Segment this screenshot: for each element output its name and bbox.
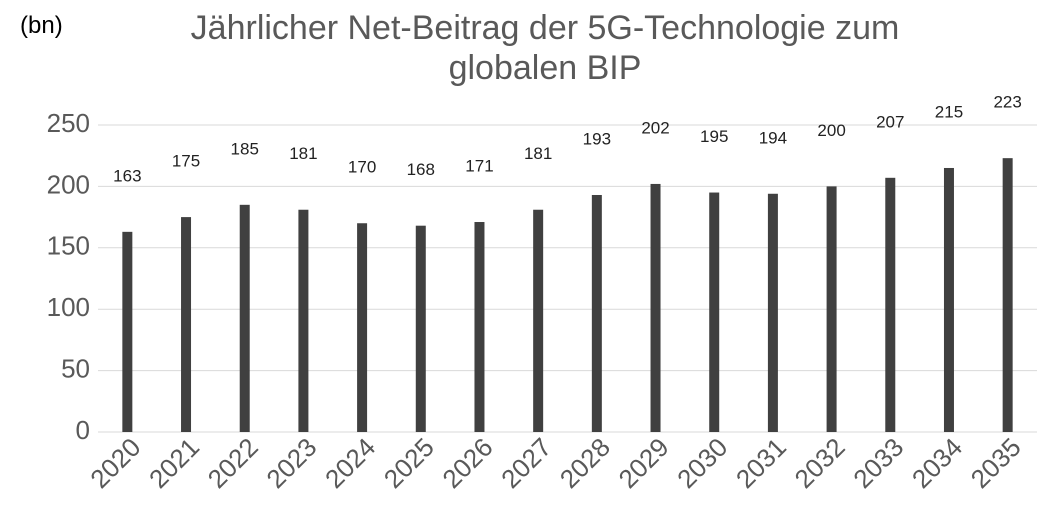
y-tick-label: 50 [61,353,90,383]
data-label: 170 [348,158,376,177]
chart-title: Jährlicher Net-Beitrag der 5G-Technologi… [190,9,900,87]
bar [943,167,954,433]
bar [181,217,192,432]
x-tick-label: 2034 [906,432,968,494]
bar [826,186,837,432]
y-tick-label: 150 [47,231,90,261]
x-tick-label: 2035 [965,432,1027,494]
bar [415,225,426,432]
data-label: 175 [172,152,200,171]
data-label: 215 [935,102,963,121]
x-tick-label: 2027 [495,432,557,494]
x-tick-label: 2025 [378,432,440,494]
x-tick-label: 2028 [554,432,616,494]
data-label: 185 [231,139,259,158]
data-label: 181 [524,144,552,163]
bar [533,209,544,432]
y-unit-label: (bn) [20,12,63,39]
y-tick-label: 250 [47,108,90,138]
data-label: 195 [700,127,728,146]
bar [122,231,133,432]
x-tick-label: 2021 [143,432,205,494]
bar [709,192,720,432]
x-tick-label: 2029 [613,432,675,494]
bar [885,177,896,432]
bar [239,204,250,432]
x-tick-label: 2023 [260,432,322,494]
bar [591,194,602,432]
x-tick-label: 2030 [671,432,733,494]
bar [767,193,778,432]
data-label: 202 [641,118,669,137]
y-tick-label: 200 [47,169,90,199]
data-label: 194 [759,128,787,147]
bar [650,183,661,432]
x-tick-label: 2020 [84,432,146,494]
x-tick-label: 2026 [436,432,498,494]
x-tick-label: 2022 [202,432,264,494]
x-tick-label: 2024 [319,432,381,494]
data-label: 163 [113,166,141,185]
x-tick-label: 2032 [789,432,851,494]
y-tick-label: 0 [76,415,90,445]
data-label: 171 [465,156,493,175]
bar [357,223,368,432]
data-label: 168 [407,160,435,179]
y-tick-label: 100 [47,292,90,322]
bar [474,222,485,432]
data-label: 200 [817,121,845,140]
data-label: 181 [289,144,317,163]
data-label: 207 [876,112,904,131]
data-label: 223 [993,93,1021,112]
x-tick-label: 2031 [730,432,792,494]
bar [1002,158,1013,432]
data-label: 193 [583,129,611,148]
bar [298,209,309,432]
x-tick-label: 2033 [847,432,909,494]
